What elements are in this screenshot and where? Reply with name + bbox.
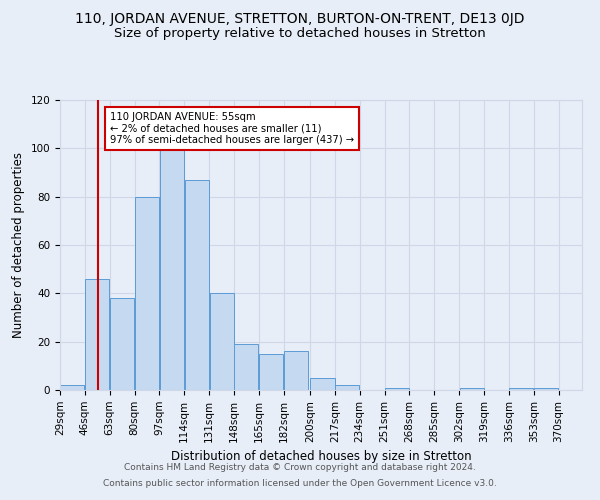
Text: Contains public sector information licensed under the Open Government Licence v3: Contains public sector information licen… xyxy=(103,478,497,488)
Bar xyxy=(235,344,259,390)
Bar xyxy=(110,298,134,390)
X-axis label: Distribution of detached houses by size in Stretton: Distribution of detached houses by size … xyxy=(170,450,472,463)
Bar xyxy=(160,148,184,390)
Bar xyxy=(534,388,558,390)
Bar xyxy=(85,279,109,390)
Bar xyxy=(209,294,233,390)
Text: Contains HM Land Registry data © Crown copyright and database right 2024.: Contains HM Land Registry data © Crown c… xyxy=(124,464,476,472)
Y-axis label: Number of detached properties: Number of detached properties xyxy=(12,152,25,338)
Bar xyxy=(460,388,484,390)
Bar xyxy=(335,385,359,390)
Bar xyxy=(185,180,209,390)
Bar xyxy=(385,388,409,390)
Text: Size of property relative to detached houses in Stretton: Size of property relative to detached ho… xyxy=(114,28,486,40)
Bar xyxy=(135,196,159,390)
Text: 110 JORDAN AVENUE: 55sqm
← 2% of detached houses are smaller (11)
97% of semi-de: 110 JORDAN AVENUE: 55sqm ← 2% of detache… xyxy=(110,112,354,146)
Text: 110, JORDAN AVENUE, STRETTON, BURTON-ON-TRENT, DE13 0JD: 110, JORDAN AVENUE, STRETTON, BURTON-ON-… xyxy=(75,12,525,26)
Bar xyxy=(259,354,283,390)
Bar xyxy=(310,378,335,390)
Bar xyxy=(284,352,308,390)
Bar xyxy=(61,385,85,390)
Bar xyxy=(509,388,533,390)
